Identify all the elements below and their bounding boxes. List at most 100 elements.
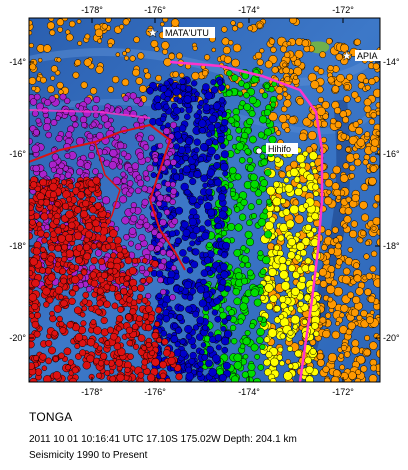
quake-marker	[89, 196, 97, 204]
quake-marker	[349, 229, 358, 239]
quake-marker	[75, 244, 83, 252]
axis-ticks: -178° -178° -176° -176° -174° -174° -172° -172°…	[9, 5, 400, 397]
quake-marker	[354, 38, 361, 46]
quake-marker	[170, 181, 176, 188]
quake-marker	[150, 172, 157, 178]
quake-marker	[67, 183, 74, 190]
quake-marker	[37, 57, 43, 63]
quake-marker	[360, 365, 368, 373]
quake-marker	[78, 105, 85, 112]
quake-marker	[80, 210, 89, 219]
quake-marker	[302, 117, 312, 127]
quake-marker	[77, 40, 83, 46]
city-label-hihifo: Hihifo	[268, 144, 291, 154]
quake-marker	[212, 139, 219, 146]
quake-marker	[278, 295, 287, 303]
quake-marker	[179, 338, 186, 345]
quake-marker	[246, 117, 254, 126]
quake-marker	[292, 324, 299, 330]
quake-marker	[141, 185, 149, 193]
quake-marker	[342, 162, 350, 170]
quake-marker	[113, 236, 122, 245]
quake-marker	[58, 294, 64, 300]
quake-marker	[221, 318, 228, 325]
quake-marker	[272, 197, 282, 207]
quake-marker	[268, 38, 276, 45]
quake-marker	[89, 271, 97, 279]
quake-marker	[163, 209, 171, 216]
quake-marker	[147, 266, 154, 273]
quake-marker	[92, 168, 99, 175]
quake-marker	[174, 341, 181, 348]
quake-marker	[211, 309, 219, 316]
quake-marker	[92, 105, 99, 112]
quake-marker	[373, 278, 380, 288]
quake-marker	[124, 366, 131, 374]
quake-marker	[220, 185, 227, 192]
quake-marker	[194, 91, 200, 97]
quake-marker	[83, 96, 92, 105]
quake-marker	[177, 304, 185, 312]
quake-marker	[250, 343, 259, 352]
quake-marker	[218, 210, 227, 219]
quake-marker	[302, 202, 310, 209]
quake-marker	[30, 181, 38, 189]
quake-marker	[65, 210, 74, 219]
quake-marker	[128, 266, 137, 275]
quake-marker	[129, 92, 137, 100]
quake-marker	[264, 275, 272, 282]
quake-marker	[101, 149, 108, 155]
x-tick-label-bottom: -172°	[332, 387, 354, 397]
quake-marker	[298, 275, 307, 284]
quake-marker	[197, 360, 204, 367]
quake-marker	[122, 18, 130, 26]
quake-marker	[287, 329, 294, 336]
quake-marker	[100, 114, 109, 123]
quake-marker	[103, 359, 110, 366]
x-tick-label-bottom: -178°	[81, 387, 103, 397]
quake-marker	[311, 227, 318, 234]
quake-marker	[221, 118, 229, 127]
quake-marker	[117, 347, 126, 356]
quake-marker	[265, 302, 274, 311]
quake-marker	[331, 330, 340, 340]
quake-marker	[107, 86, 115, 93]
quake-marker	[29, 63, 37, 71]
quake-marker	[186, 246, 193, 252]
quake-marker	[165, 377, 171, 382]
quake-marker	[206, 155, 212, 162]
quake-marker	[196, 370, 203, 377]
quake-marker	[199, 349, 205, 355]
quake-marker	[96, 372, 103, 379]
quake-marker	[228, 309, 235, 316]
quake-marker	[44, 99, 52, 107]
quake-marker	[219, 278, 227, 286]
quake-marker	[90, 121, 97, 128]
quake-marker	[268, 111, 278, 122]
quake-marker	[104, 340, 111, 346]
quake-marker	[56, 81, 64, 89]
quake-marker	[343, 95, 351, 103]
quake-marker	[304, 356, 312, 365]
quake-marker	[160, 288, 167, 296]
quake-marker	[90, 319, 97, 326]
quake-marker	[107, 326, 114, 334]
quake-marker	[254, 189, 263, 197]
quake-marker	[69, 263, 76, 270]
quake-marker	[127, 353, 134, 360]
quake-marker	[170, 121, 177, 129]
city-label-mata-utu: MATA'UTU	[165, 28, 209, 38]
quake-marker	[233, 361, 242, 370]
quake-marker	[364, 288, 372, 296]
quake-marker	[375, 130, 380, 136]
quake-marker	[161, 301, 168, 308]
quake-marker	[162, 18, 169, 23]
y-tick-label-right: -14°	[383, 57, 400, 67]
quake-marker	[188, 195, 197, 204]
quake-marker	[121, 216, 130, 225]
quake-marker	[123, 233, 130, 241]
quake-marker	[175, 327, 182, 334]
quake-marker	[54, 201, 61, 208]
quake-marker	[330, 117, 337, 125]
quake-marker	[29, 312, 35, 319]
